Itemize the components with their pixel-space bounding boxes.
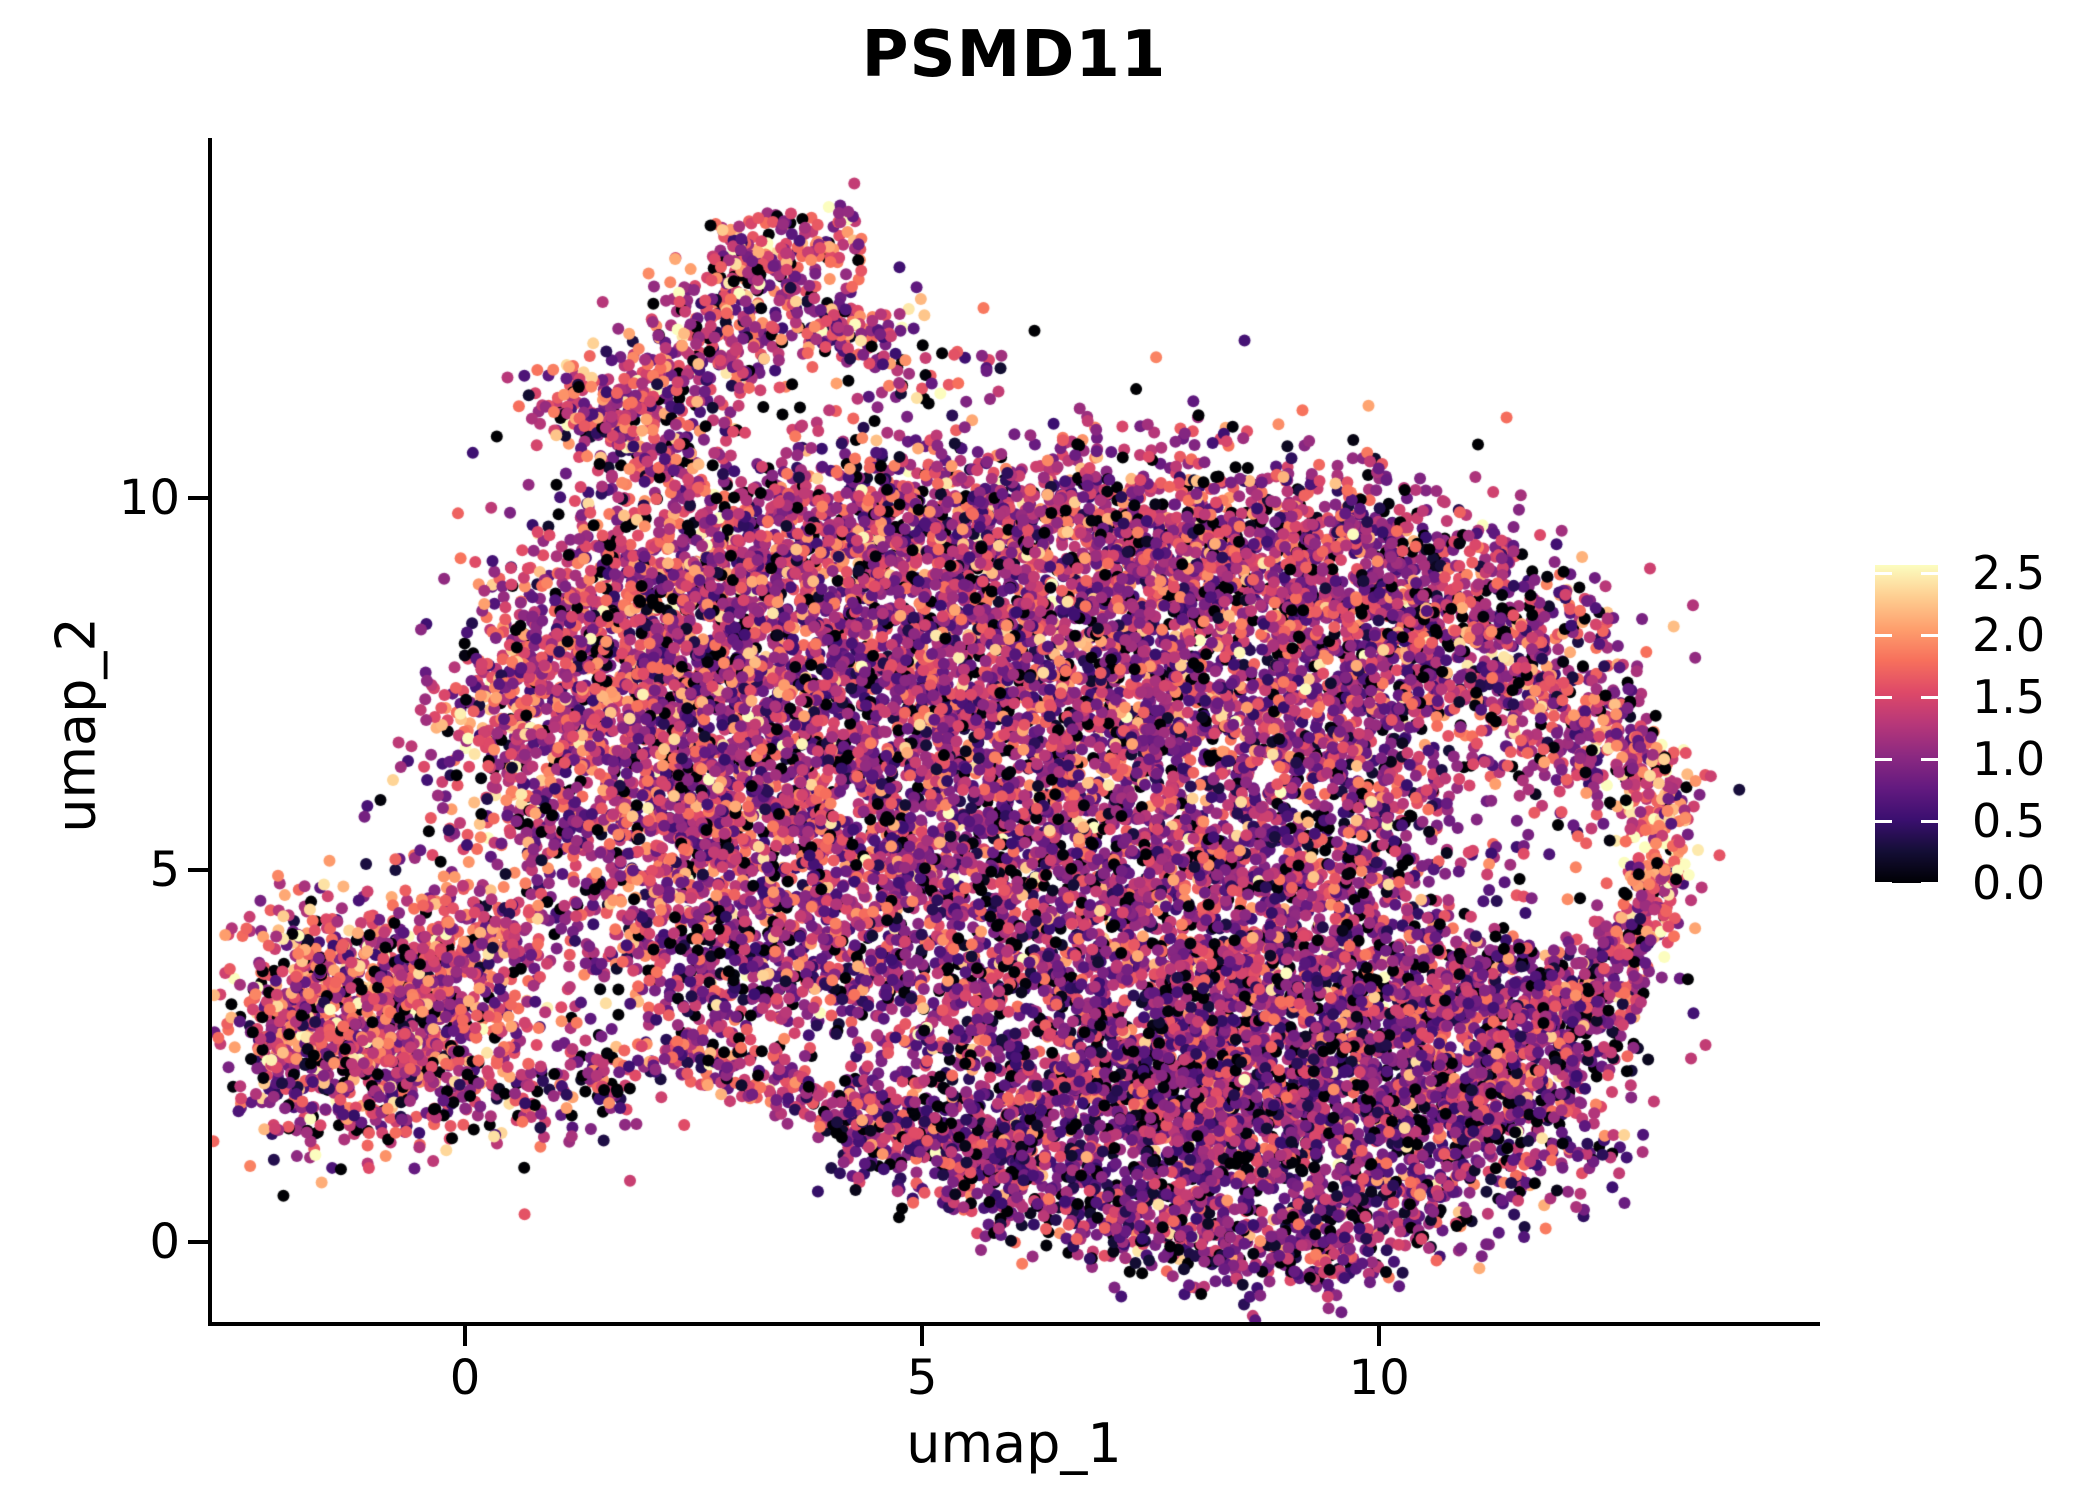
y-axis-line (208, 138, 212, 1326)
x-axis-label: umap_1 (906, 1412, 1122, 1475)
colorbar-tick-mark (1875, 571, 1892, 575)
colorbar-tick-mark (1921, 633, 1938, 637)
y-tick-mark (188, 868, 208, 873)
colorbar-tick-mark (1875, 757, 1892, 761)
colorbar-tick-mark (1921, 695, 1938, 699)
x-tick-mark (920, 1326, 925, 1346)
colorbar-tick-mark (1921, 571, 1938, 575)
x-axis-line (208, 1322, 1820, 1326)
colorbar-tick-label: 0.5 (1972, 794, 2046, 848)
x-tick-label: 0 (449, 1350, 481, 1406)
colorbar-tick-mark (1921, 819, 1938, 823)
colorbar-tick-label: 0.0 (1972, 856, 2046, 910)
x-tick-mark (463, 1326, 468, 1346)
x-tick-label: 10 (1348, 1350, 1410, 1406)
y-tick-mark (188, 495, 208, 500)
colorbar-tick-mark (1875, 695, 1892, 699)
y-axis-label: umap_2 (44, 617, 108, 833)
x-tick-mark (1377, 1326, 1382, 1346)
colorbar-tick-label: 1.5 (1972, 670, 2046, 725)
y-tick-label: 0 (149, 1214, 180, 1271)
x-tick-label: 5 (906, 1350, 938, 1406)
plot-title: PSMD11 (861, 18, 1167, 92)
y-tick-label: 10 (118, 469, 180, 526)
colorbar-tick-mark (1921, 757, 1938, 761)
y-tick-label: 5 (149, 842, 180, 899)
colorbar-gradient (1875, 565, 1938, 883)
colorbar-tick-label: 1.0 (1972, 732, 2046, 787)
colorbar-tick-mark (1875, 881, 1892, 885)
colorbar-tick-mark (1875, 819, 1892, 823)
colorbar-tick-mark (1875, 633, 1892, 637)
colorbar-tick-mark (1921, 881, 1938, 885)
colorbar-tick-label: 2.5 (1972, 546, 2046, 601)
y-tick-mark (188, 1240, 208, 1245)
colorbar-tick-label: 2.0 (1972, 608, 2046, 663)
